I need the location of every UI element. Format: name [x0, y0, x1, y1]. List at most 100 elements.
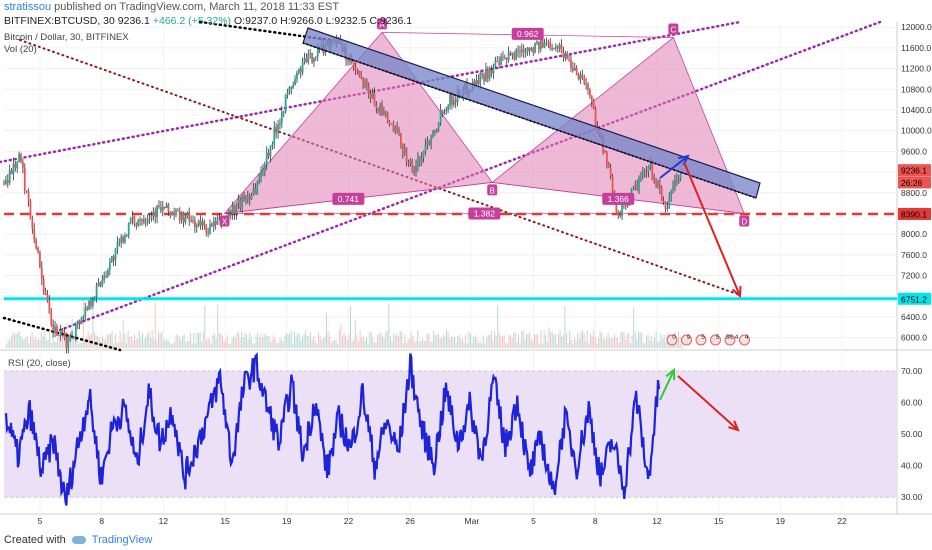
volume-bar — [522, 331, 524, 348]
volume-bar — [470, 333, 471, 348]
event-badge-label: 4 — [745, 334, 749, 341]
volume-bar — [476, 339, 478, 348]
volume-bar — [209, 339, 211, 348]
volume-bar — [473, 336, 475, 348]
volume-bar — [234, 338, 236, 348]
volume-bar — [526, 333, 527, 348]
volume-bar — [457, 336, 459, 348]
volume-bar — [273, 334, 275, 348]
volume-bar — [614, 333, 615, 348]
volume-bar — [348, 334, 350, 348]
volume-bar — [292, 343, 294, 348]
volume-bar — [398, 336, 399, 348]
volume-bar — [274, 338, 276, 348]
candle-body — [515, 49, 518, 60]
volume-bar — [409, 338, 411, 348]
price-axis-badge — [898, 164, 931, 177]
candle-body — [235, 203, 238, 214]
volume-bar — [330, 343, 332, 348]
volume-bar — [150, 337, 151, 348]
volume-bar — [446, 330, 447, 348]
candle-body — [524, 52, 527, 54]
volume-bar — [556, 343, 558, 348]
volume-bar — [426, 333, 428, 348]
volume-bar — [633, 308, 635, 348]
candle-body — [88, 300, 90, 310]
volume-bar — [186, 340, 188, 348]
volume-bar — [244, 332, 246, 348]
candle-body — [307, 53, 310, 63]
volume-bar — [174, 341, 175, 348]
volume-bar — [580, 332, 582, 348]
volume-bar — [33, 339, 35, 348]
candle-body — [679, 172, 682, 179]
volume-bar — [545, 335, 547, 348]
volume-bar — [463, 342, 465, 348]
candle-body — [294, 79, 296, 85]
candle-body — [392, 123, 395, 132]
volume-bar — [254, 343, 255, 348]
pattern-point-badge — [487, 184, 498, 196]
volume-bar — [170, 343, 172, 348]
volume-bar — [122, 320, 124, 348]
candle-body — [69, 336, 72, 338]
candle-body — [265, 152, 268, 165]
candle-body — [20, 154, 22, 163]
candle-body — [292, 84, 295, 89]
candle-body — [632, 188, 635, 190]
footer: Created with TradingView — [4, 534, 152, 546]
candle-body — [503, 57, 506, 58]
candle-body — [573, 67, 576, 71]
publisher-username[interactable]: stratissou — [4, 1, 52, 13]
volume-bar — [423, 340, 425, 348]
candle-body — [452, 99, 455, 105]
candle-body — [502, 56, 504, 58]
candle-body — [239, 199, 242, 209]
time-tick-label: 12 — [652, 516, 662, 526]
volume-bar — [154, 302, 156, 348]
volume-bar — [135, 339, 137, 348]
price-axis-badge — [898, 176, 931, 189]
volume-bar — [577, 332, 579, 348]
candle-body — [426, 140, 429, 145]
candle-body — [256, 183, 259, 195]
time-tick-label: 15 — [714, 516, 724, 526]
candle-body — [545, 42, 548, 44]
candle-body — [279, 123, 281, 126]
candle-body — [490, 70, 493, 74]
volume-bar — [78, 343, 79, 348]
candle-body — [39, 251, 41, 268]
symbol-name[interactable]: BITFINEX:BTCUSD, 30 — [4, 15, 115, 27]
candle-body — [483, 74, 485, 82]
time-tick-label: 22 — [837, 516, 847, 526]
candle-body — [297, 68, 300, 73]
pattern-ratio-badge — [511, 27, 544, 40]
volume-bars — [6, 299, 683, 348]
volume-bar — [223, 342, 225, 348]
candle-body — [288, 87, 291, 93]
candle-body — [666, 207, 669, 210]
volume-bar — [641, 332, 643, 348]
candle-body — [645, 172, 648, 174]
candle-body — [188, 213, 191, 221]
volume-bar — [359, 330, 361, 348]
volume-bar — [102, 336, 103, 348]
volume-bar — [537, 333, 539, 348]
tradingview-brand-link[interactable]: TradingView — [91, 534, 153, 546]
volume-bar — [191, 343, 193, 348]
time-tick-label: 22 — [344, 516, 354, 526]
candle-body — [301, 62, 304, 73]
volume-bar — [546, 341, 548, 348]
volume-bar — [590, 333, 591, 348]
candle-body — [347, 59, 349, 61]
candle-body — [192, 220, 194, 222]
candle-body — [142, 218, 145, 223]
candle-body — [520, 49, 523, 53]
volume-bar — [265, 335, 267, 348]
volume-bar — [15, 334, 17, 348]
volume-bar — [282, 341, 284, 348]
volume-bar — [321, 339, 323, 348]
candle-body — [280, 111, 283, 124]
volume-bar — [434, 335, 436, 348]
